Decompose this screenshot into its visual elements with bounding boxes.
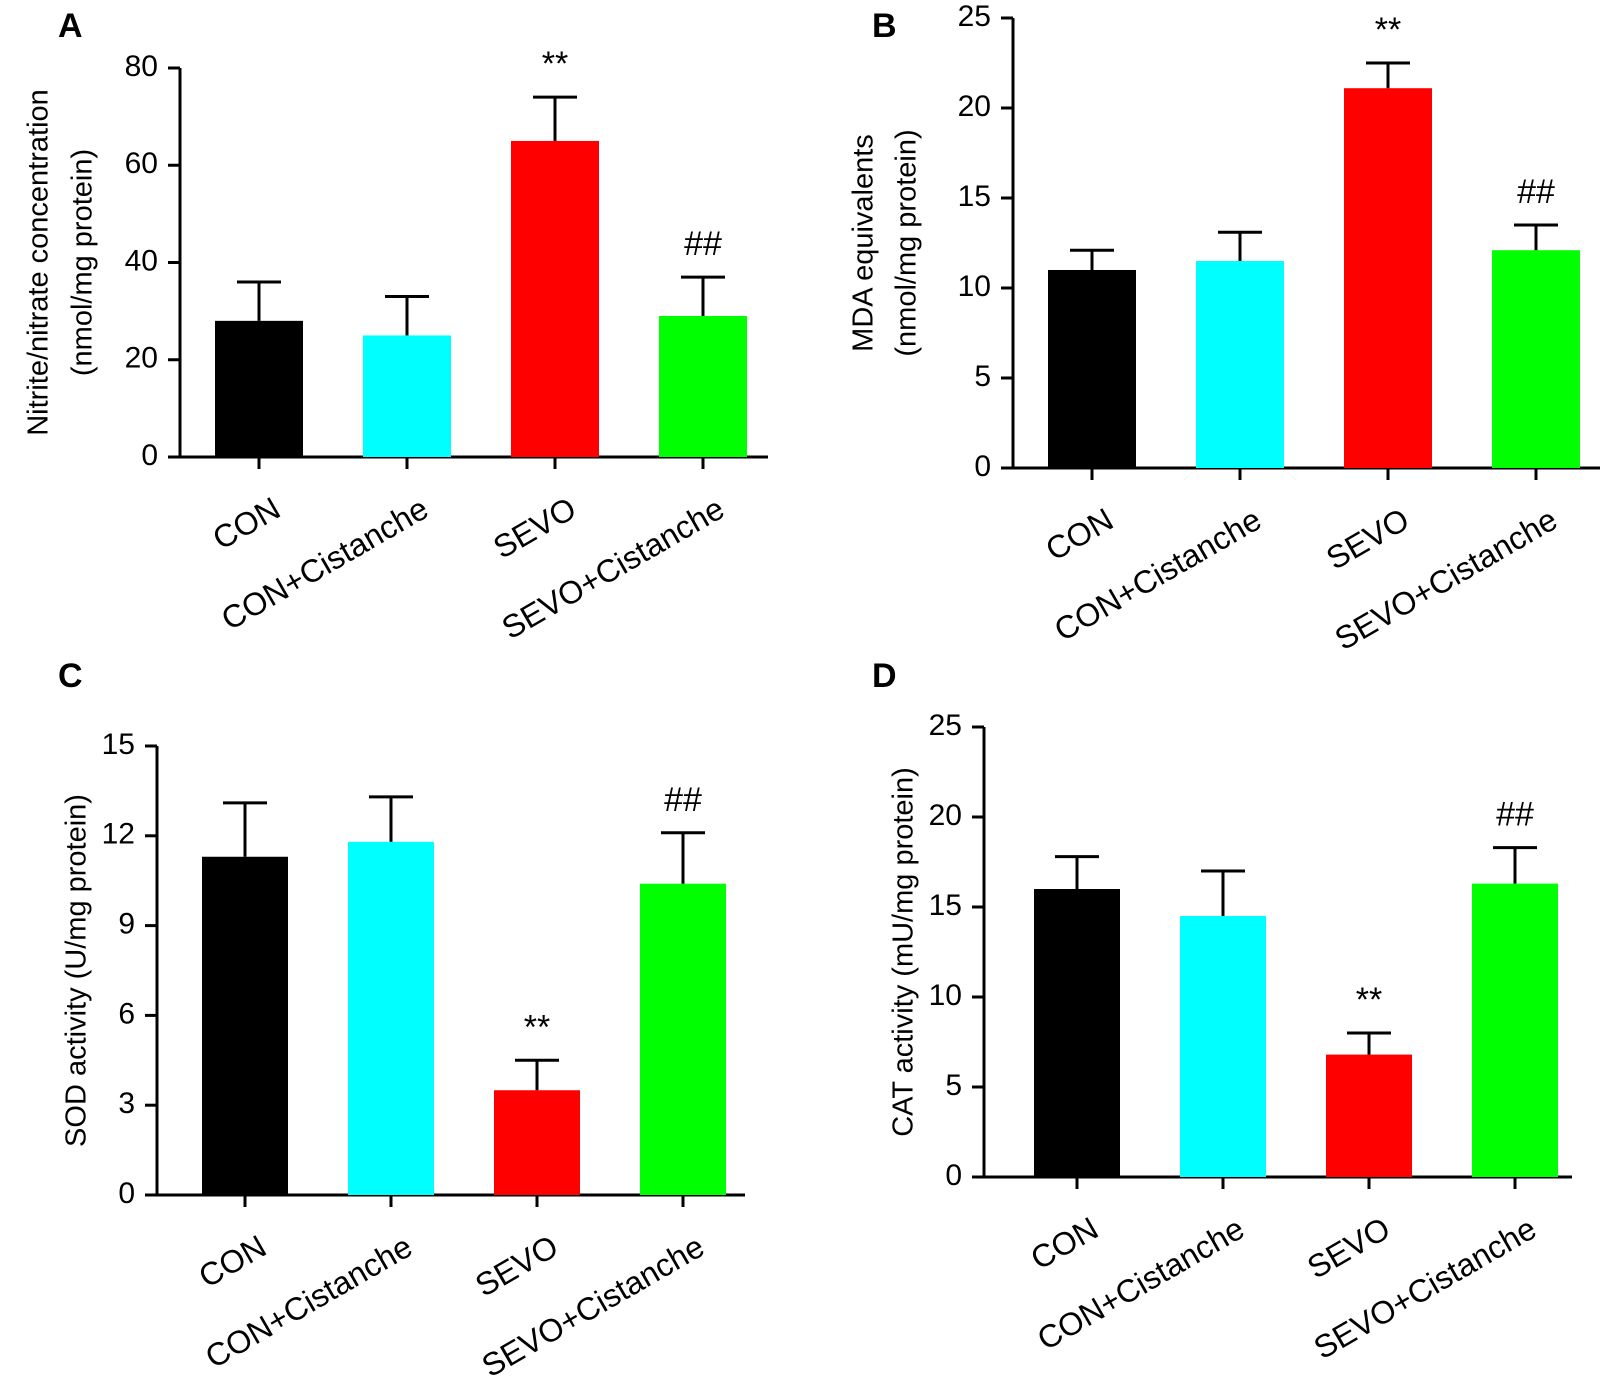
y-tick-label: 25 [929, 709, 962, 742]
bar [1180, 916, 1266, 1177]
bar [1048, 270, 1136, 468]
x-tick-label: CON [1025, 1210, 1105, 1277]
significance-marker: ** [542, 45, 568, 83]
y-tick-label: 5 [945, 1069, 962, 1102]
bar [215, 320, 303, 457]
y-axis-title: SOD activity (U/mg protein) [61, 794, 93, 1147]
panel-letter: B [872, 7, 897, 45]
bar [1492, 250, 1580, 468]
bar [1034, 889, 1120, 1177]
bar [1472, 883, 1558, 1177]
bar [348, 841, 434, 1195]
y-axis-title: (nmol/mg protein) [891, 129, 923, 356]
y-tick-label: 15 [102, 728, 135, 761]
x-tick-label: SEVO [487, 490, 582, 566]
significance-marker: ** [1375, 11, 1401, 49]
bar [511, 140, 599, 457]
y-tick-label: 10 [958, 270, 991, 303]
y-tick-label: 20 [958, 90, 991, 123]
y-tick-label: 10 [929, 979, 962, 1012]
y-tick-label: 9 [118, 908, 135, 941]
y-tick-label: 40 [125, 244, 158, 277]
y-tick-label: 6 [118, 997, 135, 1030]
panel-letter: D [872, 657, 897, 695]
y-tick-label: 20 [929, 799, 962, 832]
bar [659, 315, 747, 457]
x-tick-label: SEVO [1320, 501, 1415, 577]
significance-marker: ** [1356, 981, 1382, 1019]
y-tick-label: 15 [929, 889, 962, 922]
y-axis-title: (nmol/mg protein) [67, 149, 99, 376]
x-tick-label: SEVO [469, 1228, 564, 1304]
panel-letter: A [58, 7, 83, 45]
panel-letter: C [58, 657, 83, 695]
panel-d: D 0 5 10 15 20 25 CAT activity (mU/mg protein) C… [872, 657, 1572, 1366]
significance-marker: ## [664, 781, 702, 819]
y-tick-label: 15 [958, 180, 991, 213]
significance-marker: ## [1517, 173, 1555, 211]
bar [1344, 88, 1432, 468]
y-tick-label: 3 [118, 1087, 135, 1120]
x-tick-label: CON [1040, 501, 1120, 568]
y-axis-title: Nitrite/nitrate concentration [23, 89, 55, 436]
bar [363, 335, 451, 457]
panel-b: B 0 5 10 15 20 25 MDA equivalents (nmol/mg prote… [848, 0, 1600, 657]
y-tick-label: 60 [125, 147, 158, 180]
x-tick-label: CON [207, 490, 287, 557]
bar [494, 1090, 580, 1195]
y-tick-label: 80 [125, 50, 158, 83]
y-tick-label: 20 [125, 342, 158, 375]
y-tick-label: 0 [945, 1159, 962, 1192]
x-tick-label: SEVO [1301, 1210, 1396, 1286]
y-tick-label: 0 [974, 450, 991, 483]
y-tick-label: 25 [958, 0, 991, 33]
significance-marker: ## [1496, 796, 1534, 834]
y-tick-label: 12 [102, 818, 135, 851]
bar [1326, 1054, 1412, 1177]
bar [640, 883, 726, 1195]
y-axis-title: CAT activity (mU/mg protein) [888, 767, 920, 1137]
bar [202, 856, 288, 1195]
bar [1196, 261, 1284, 468]
y-tick-label: 0 [141, 439, 158, 472]
y-tick-label: 5 [974, 360, 991, 393]
significance-marker: ** [524, 1008, 550, 1046]
panel-a: A 0 20 40 60 80 Nitrite/nitrate concentration (… [23, 7, 768, 646]
significance-marker: ## [684, 225, 722, 263]
y-tick-label: 0 [118, 1177, 135, 1210]
y-axis-title: MDA equivalents [848, 134, 880, 352]
x-tick-label: CON [193, 1228, 273, 1295]
